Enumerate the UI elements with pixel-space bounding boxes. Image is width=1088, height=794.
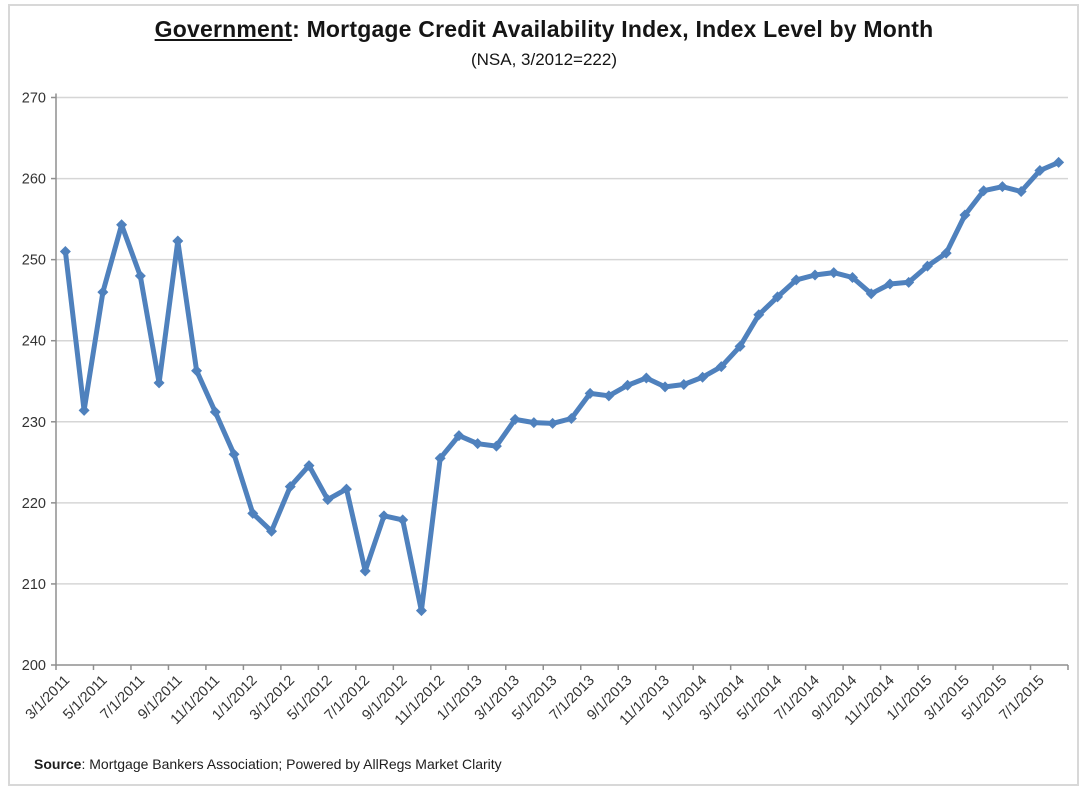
data-point-marker bbox=[996, 181, 1008, 193]
series-line bbox=[62, 159, 1062, 614]
data-point-marker bbox=[640, 372, 652, 384]
data-point-marker bbox=[865, 288, 877, 300]
data-point-marker bbox=[603, 390, 615, 402]
data-point-marker bbox=[209, 406, 221, 418]
data-point-marker bbox=[921, 260, 933, 272]
data-point-marker bbox=[378, 510, 390, 522]
data-point-marker bbox=[191, 365, 203, 377]
data-point-marker bbox=[134, 270, 146, 282]
data-point-marker bbox=[734, 340, 746, 352]
data-point-marker bbox=[340, 483, 352, 495]
data-point-marker bbox=[547, 417, 559, 429]
data-point-marker bbox=[903, 276, 915, 288]
data-point-marker bbox=[228, 448, 240, 460]
data-point-marker bbox=[884, 278, 896, 290]
y-tick-label: 240 bbox=[22, 334, 46, 350]
data-point-marker bbox=[303, 460, 315, 472]
data-point-marker bbox=[397, 514, 409, 526]
data-point-marker bbox=[59, 246, 71, 258]
data-point-marker bbox=[284, 481, 296, 493]
data-point-marker bbox=[266, 525, 278, 537]
source-text: : Mortgage Bankers Association; Powered … bbox=[81, 756, 502, 772]
data-point-marker bbox=[565, 413, 577, 425]
data-point-marker bbox=[172, 235, 184, 247]
chart-title-rest: : Mortgage Credit Availability Index, In… bbox=[292, 16, 934, 42]
y-tick-label: 200 bbox=[22, 658, 46, 674]
data-point-marker bbox=[678, 378, 690, 390]
data-point-marker bbox=[490, 440, 502, 452]
data-point-marker bbox=[772, 291, 784, 303]
data-point-marker bbox=[1034, 164, 1046, 176]
y-tick-label: 220 bbox=[22, 496, 46, 512]
data-point-marker bbox=[697, 371, 709, 383]
data-point-marker bbox=[959, 209, 971, 221]
chart-title: Government: Mortgage Credit Availability… bbox=[0, 16, 1088, 43]
data-point-marker bbox=[509, 413, 521, 425]
data-point-marker bbox=[1015, 186, 1027, 198]
data-point-marker bbox=[359, 565, 371, 577]
y-tick-label: 230 bbox=[22, 415, 46, 431]
source-label: Source bbox=[34, 756, 82, 772]
data-point-marker bbox=[153, 377, 165, 389]
data-point-marker bbox=[322, 494, 334, 506]
y-tick-label: 210 bbox=[22, 577, 46, 593]
data-point-marker bbox=[715, 361, 727, 373]
data-point-marker bbox=[809, 269, 821, 281]
data-point-marker bbox=[434, 452, 446, 464]
data-point-marker bbox=[247, 507, 259, 519]
data-point-marker bbox=[453, 430, 465, 442]
data-point-marker bbox=[846, 271, 858, 283]
y-tick-label: 270 bbox=[22, 91, 46, 107]
data-point-marker bbox=[753, 309, 765, 321]
data-point-marker bbox=[472, 438, 484, 450]
data-point-marker bbox=[584, 387, 596, 399]
data-point-marker bbox=[790, 274, 802, 286]
data-point-marker bbox=[1053, 156, 1065, 168]
data-point-marker bbox=[97, 286, 109, 298]
data-point-marker bbox=[659, 381, 671, 393]
y-tick-label: 250 bbox=[22, 253, 46, 269]
data-point-marker bbox=[940, 247, 952, 259]
data-point-marker bbox=[978, 185, 990, 197]
y-tick-label: 260 bbox=[22, 172, 46, 188]
chart-subtitle: (NSA, 3/2012=222) bbox=[470, 50, 617, 69]
data-point-marker bbox=[828, 267, 840, 279]
data-point-marker bbox=[415, 605, 427, 617]
data-point-marker bbox=[622, 379, 634, 391]
data-point-marker bbox=[78, 404, 90, 416]
data-point-marker bbox=[116, 219, 128, 231]
chart-title-emphasis: Government bbox=[154, 16, 293, 42]
source-note: Source: Mortgage Bankers Association; Po… bbox=[34, 756, 502, 772]
data-point-marker bbox=[528, 417, 540, 429]
